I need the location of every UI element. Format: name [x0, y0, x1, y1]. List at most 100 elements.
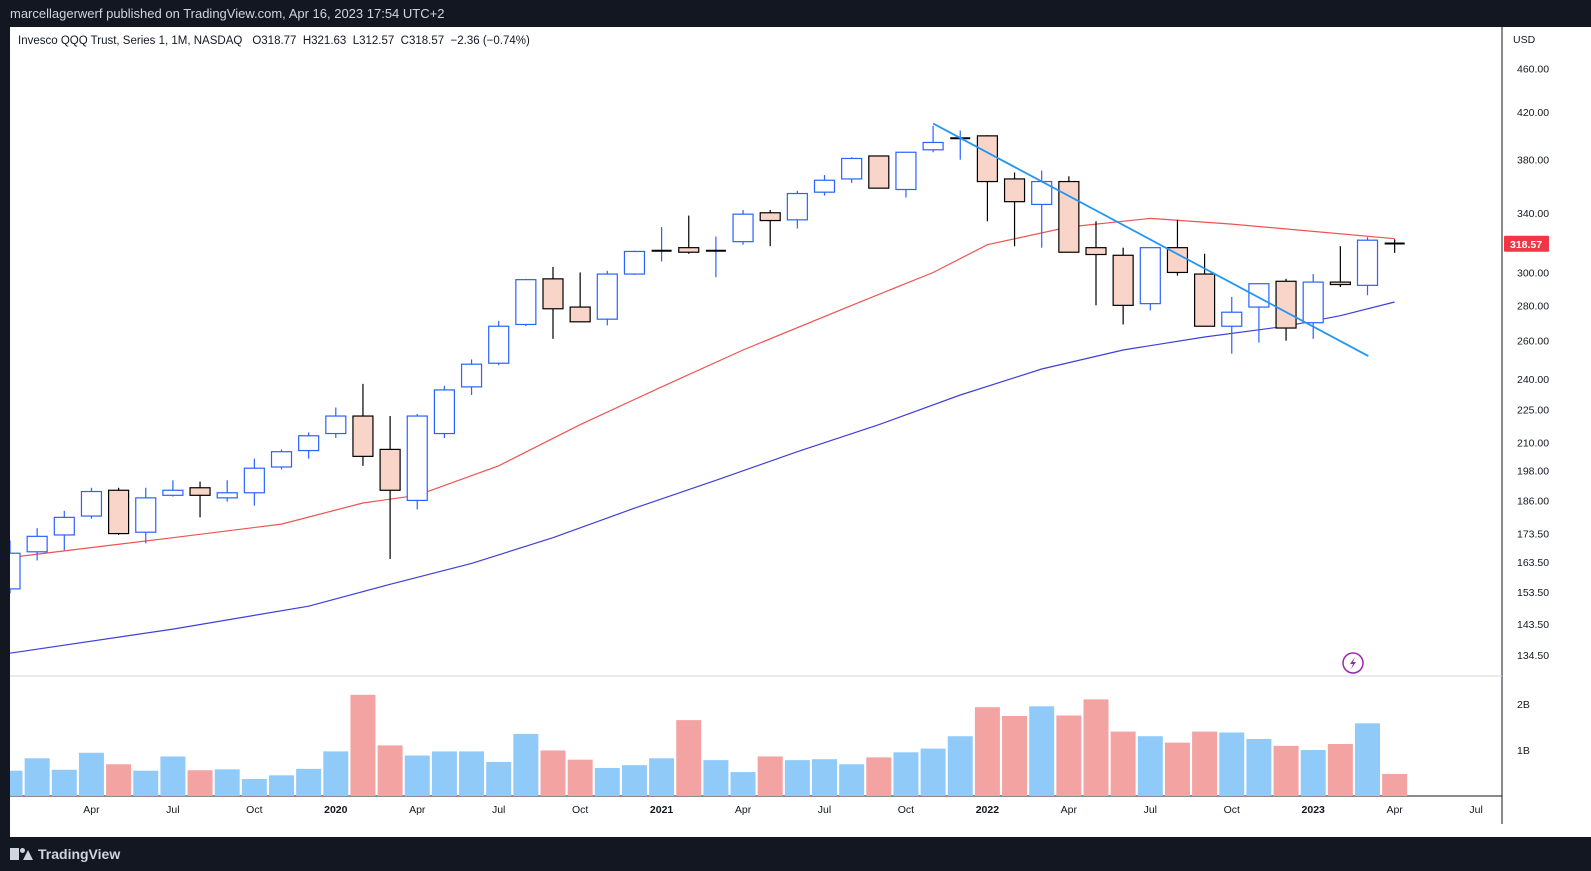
candle — [460, 359, 483, 396]
price-tick-label: 210.00 — [1517, 438, 1549, 450]
volume-bar — [1382, 773, 1408, 796]
time-tick-label: 2020 — [324, 804, 348, 816]
volume-bars — [0, 694, 1408, 796]
volume-tick-label: 2B — [1517, 699, 1530, 711]
ma-blue-path — [9, 301, 1395, 654]
volume-bar — [323, 751, 349, 796]
candle — [1356, 237, 1379, 296]
volume-bar — [812, 759, 837, 796]
candle — [1221, 296, 1243, 354]
time-tick-label: Apr — [1061, 804, 1078, 816]
ohlc-values: O318.77 H321.63 L312.57 C318.57 −2.36 (−… — [252, 35, 530, 47]
currency-label: USD — [1513, 34, 1536, 46]
candle — [26, 528, 48, 561]
volume-bar — [1002, 715, 1028, 796]
time-tick-label: Jul — [166, 804, 179, 816]
candle — [1329, 246, 1351, 287]
candle — [1302, 274, 1324, 339]
price-tick-label: 173.50 — [1517, 529, 1549, 541]
candle — [596, 270, 618, 326]
volume-bar — [1056, 715, 1082, 796]
footer-bar: TradingView — [0, 837, 1591, 871]
time-tick-label: Jul — [818, 804, 831, 816]
candle — [868, 155, 890, 189]
volume-bar — [1192, 731, 1218, 796]
time-tick-label: 2023 — [1302, 804, 1326, 816]
candle — [352, 383, 374, 466]
price-tick-label: 380.00 — [1517, 155, 1549, 167]
trendline-drawing[interactable] — [932, 122, 1369, 357]
candle — [270, 449, 293, 470]
candle — [0, 540, 21, 594]
time-tick-label: 2021 — [650, 804, 674, 816]
volume-bar — [0, 770, 23, 796]
candle — [705, 236, 726, 278]
time-tick-label: Apr — [1386, 804, 1403, 816]
volume-bar — [649, 758, 675, 796]
price-tick-label: 198.00 — [1517, 466, 1549, 478]
volume-bar — [24, 758, 50, 796]
time-tick-label: Jul — [492, 804, 505, 816]
volume-bar — [1137, 736, 1163, 796]
publish-header-bar: marcellagerwerf published on TradingView… — [0, 0, 1591, 27]
candle — [1003, 172, 1026, 247]
candle — [1058, 176, 1080, 253]
volume-bar — [296, 768, 322, 796]
volume-bar — [1029, 706, 1055, 796]
candle — [379, 416, 401, 559]
tradingview-logo[interactable]: TradingView — [10, 845, 120, 863]
volume-bar — [784, 760, 810, 796]
price-tick-label: 340.00 — [1517, 208, 1549, 220]
tradingview-logo-icon — [10, 847, 33, 861]
candle — [107, 487, 130, 535]
candle — [732, 209, 754, 245]
volume-axis: 2B 1B — [1517, 699, 1530, 757]
candle — [813, 175, 836, 196]
price-tick-label: 460.00 — [1517, 64, 1549, 76]
time-tick-label: Oct — [1224, 804, 1240, 816]
price-axis[interactable]: 460.00 420.00 380.00 340.00 300.00 280.00 260.… — [1517, 64, 1549, 662]
price-tick-label: 300.00 — [1517, 267, 1549, 279]
volume-bar — [839, 764, 865, 796]
candle — [1193, 253, 1216, 327]
candle — [1139, 247, 1161, 311]
price-tick-label: 280.00 — [1517, 300, 1549, 312]
volume-bar — [947, 736, 973, 796]
last-price-label: 318.57 — [1510, 239, 1542, 251]
time-tick-label: Jul — [1144, 804, 1157, 816]
candle — [1031, 170, 1053, 248]
candlestick-chart[interactable]: 460.00 420.00 380.00 340.00 300.00 280.00 260.… — [0, 27, 1591, 837]
candle — [135, 487, 157, 544]
volume-bar — [1246, 738, 1272, 796]
volume-bar — [214, 769, 240, 796]
candle — [488, 320, 510, 366]
candle — [216, 480, 238, 502]
volume-bar — [920, 748, 946, 796]
volume-bar — [486, 761, 512, 796]
volume-bar — [160, 756, 186, 796]
volume-bar — [1300, 750, 1326, 796]
volume-bar — [974, 707, 1000, 796]
volume-bar — [594, 767, 620, 796]
candle — [786, 190, 808, 229]
chart-panel[interactable]: 460.00 420.00 380.00 340.00 300.00 280.00 260.… — [0, 27, 1591, 837]
volume-bar — [1355, 723, 1380, 796]
candle — [406, 413, 428, 510]
volume-bar — [893, 752, 919, 796]
volume-bar — [459, 751, 485, 796]
volume-bar — [757, 756, 783, 796]
volume-bar — [621, 765, 647, 796]
time-axis[interactable]: Apr Jul Oct 2020 Apr Jul Oct 2021 Apr Jul Oct 2022 A… — [83, 804, 1483, 816]
volume-bar — [51, 769, 77, 796]
volume-bar — [269, 775, 294, 796]
volume-bar — [1110, 731, 1136, 796]
publisher-line: marcellagerwerf published on TradingView… — [10, 6, 445, 21]
candle — [1112, 247, 1134, 325]
candle — [162, 480, 184, 497]
candle — [922, 125, 944, 153]
candle — [759, 209, 781, 247]
last-price-tag: 318.57 — [1504, 235, 1549, 252]
time-tick-label: 2022 — [976, 804, 1000, 816]
volume-bar — [350, 694, 376, 796]
lightning-icon[interactable] — [1342, 652, 1364, 674]
